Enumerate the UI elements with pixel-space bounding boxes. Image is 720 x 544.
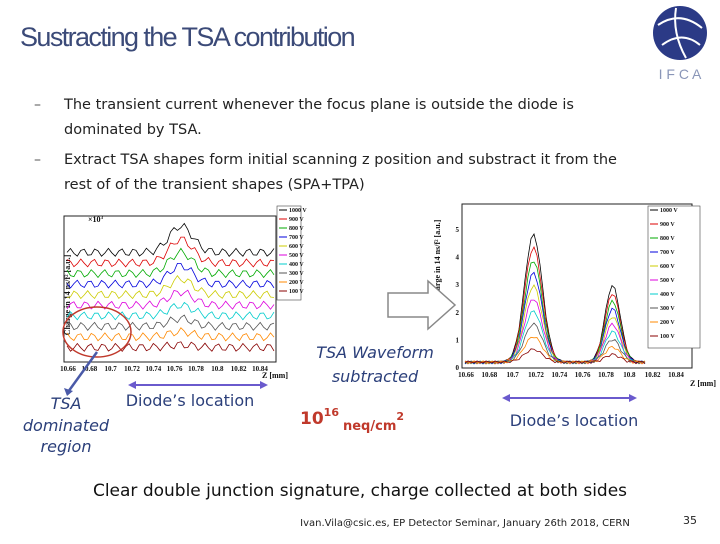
legend-label: 1000 V — [660, 208, 678, 214]
annotation: TSA — [51, 394, 82, 413]
annotation: TSA Waveform — [316, 343, 434, 362]
legend-label: 300 V — [289, 271, 304, 277]
legend-label: 300 V — [660, 306, 675, 312]
decorative-curve — [464, 336, 646, 365]
decorative-curve — [66, 341, 275, 353]
x-tick-label: 10.66 — [60, 365, 76, 373]
x-tick-label: 10.72 — [124, 365, 140, 373]
pointer-arrow — [66, 351, 99, 393]
y-tick-label: 1 — [456, 336, 460, 344]
x-tick-label: 10.8 — [623, 371, 636, 379]
diode-span-left — [128, 381, 268, 389]
slide-title: Sustracting the TSA contribution — [20, 22, 355, 52]
x-tick-label: 10.74 — [551, 371, 567, 379]
x-tick-label: 10.78 — [188, 365, 204, 373]
bullet-list: – The transient current whenever the foc… — [34, 97, 617, 193]
legend-label: 700 V — [660, 250, 675, 256]
decorative-curve — [66, 275, 275, 300]
conclusion: Clear double junction signature, charge … — [93, 481, 627, 501]
x-tick-label: 10.74 — [145, 365, 161, 373]
decorative-curve — [66, 222, 275, 257]
x-tick-label: 10.84 — [668, 371, 684, 379]
y-axis-label: Charge in 14 ns/f² [a.u.] — [63, 254, 72, 335]
x-tick-label: 10.72 — [528, 371, 544, 379]
x-axis-label: Z [mm] — [690, 379, 716, 388]
x-tick-label: 10.78 — [598, 371, 614, 379]
annotation: Diode’s location — [510, 411, 639, 430]
decorative-curve — [66, 301, 275, 321]
x-tick-label: 10.66 — [458, 371, 474, 379]
bullet-text: rest of of the transient shapes (SPA+TPA… — [64, 177, 365, 193]
x-tick-label: 10.82 — [231, 365, 247, 373]
decorative-curve — [66, 263, 275, 289]
page-number: 35 — [683, 514, 697, 527]
logo-text: I F C A — [659, 66, 702, 82]
legend-label: 500 V — [289, 253, 304, 259]
x-axis-label: Z [mm] — [262, 371, 288, 380]
right-plot: Charge in 14 ns/f² [a.u.] Z [mm] 10.66 10… — [433, 203, 716, 388]
decorative-curve — [66, 327, 275, 342]
legend-label: 500 V — [660, 278, 675, 284]
decorative-curve — [67, 314, 275, 331]
y-tick-label: 5 — [456, 226, 460, 234]
y-tick-label: 4 — [456, 254, 460, 262]
bullet-text: dominated by TSA. — [64, 122, 202, 138]
y-tick-label: 2 — [456, 309, 460, 317]
footer-text: Ivan.Vila@csic.es, EP Detector Seminar, … — [300, 518, 630, 529]
x-tick-label: 10.76 — [167, 365, 183, 373]
x-tick-label: 10.76 — [575, 371, 591, 379]
y-tick-label: 3 — [456, 281, 460, 289]
diode-span-right — [502, 394, 637, 402]
y-tick-label: 0 — [456, 364, 460, 372]
svg-text:–: – — [34, 152, 41, 168]
legend-label: 800 V — [289, 226, 304, 232]
annotation: Diode’s location — [126, 391, 255, 410]
legend-label: 600 V — [289, 244, 304, 250]
legend-label: 900 V — [660, 222, 675, 228]
multiplier: ×103 — [88, 215, 104, 224]
annotation: subtracted — [332, 367, 419, 386]
x-tick-label: 10.68 — [81, 365, 97, 373]
decorative-curve — [66, 236, 275, 268]
legend-label: 100 V — [289, 289, 304, 295]
legend-label: 400 V — [660, 292, 675, 298]
x-tick-label: 10.68 — [481, 371, 497, 379]
logo: I F C A — [653, 6, 707, 82]
legend-label: 700 V — [289, 235, 304, 241]
legend-label: 400 V — [289, 262, 304, 268]
legend-label: 800 V — [660, 236, 675, 242]
x-tick-label: 10.7 — [507, 371, 520, 379]
bullet-text: The transient current whenever the focus… — [63, 97, 574, 113]
decorative-curve — [66, 247, 275, 279]
big-arrow — [387, 279, 457, 331]
x-tick-label: 10.8 — [211, 365, 224, 373]
decorative-curve — [464, 348, 646, 365]
x-tick-label: 10.84 — [252, 365, 268, 373]
y-axis-label: Charge in 14 ns/f² [a.u.] — [433, 219, 442, 300]
legend-label: 200 V — [289, 280, 304, 286]
x-tick-label: 10.7 — [105, 365, 118, 373]
svg-text:–: – — [34, 97, 41, 113]
legend-label: 200 V — [660, 320, 675, 326]
legend-label: 1000 V — [289, 208, 307, 214]
annotation: dominated — [23, 416, 110, 435]
tsa-region-circle — [62, 306, 132, 358]
bullet-text: Extract TSA shapes form initial scanning… — [64, 152, 617, 168]
legend-label: 600 V — [660, 264, 675, 270]
legend-label: 900 V — [289, 217, 304, 223]
annotation: region — [41, 437, 92, 456]
left-plot: ×103 Charge in 14 ns/f² [a.u.] Z [mm] 10… — [60, 205, 307, 380]
fluence: 1016neq/cm2 — [300, 406, 404, 434]
legend-label: 100 V — [660, 334, 675, 340]
decorative-curve — [66, 289, 275, 310]
x-tick-label: 10.82 — [645, 371, 661, 379]
